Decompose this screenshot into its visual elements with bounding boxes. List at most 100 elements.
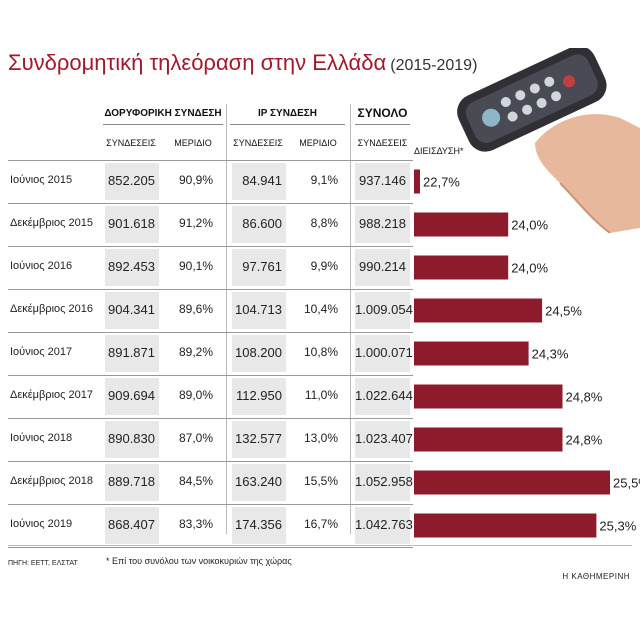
- cell-shade: [232, 206, 286, 243]
- row-date: Δεκέμβριος 2018: [10, 475, 93, 487]
- sat-share: 87,0%: [178, 431, 213, 445]
- cell-shade: [105, 163, 159, 200]
- cell-shade: [355, 249, 410, 286]
- cell-shade: [105, 421, 159, 458]
- ip-share: 13,0%: [303, 431, 338, 445]
- header-rule-satellite: [103, 124, 223, 125]
- row-divider: [8, 504, 413, 505]
- header-rule-ip: [230, 124, 345, 125]
- cell-shade: [105, 249, 159, 286]
- header-ip: IP ΣΥΝΔΕΣΗ: [257, 108, 318, 119]
- total-connections: 988.218: [359, 216, 406, 231]
- row-divider: [8, 547, 413, 548]
- total-connections: 1.000.071: [355, 345, 413, 360]
- penetration-bar: [414, 212, 509, 237]
- ip-share: 10,8%: [303, 345, 338, 359]
- penetration-bar: [414, 513, 597, 538]
- penetration-label: 24,8%: [566, 390, 603, 405]
- penetration-bar: [414, 169, 420, 194]
- cell-shade: [232, 292, 286, 329]
- penetration-label: 22,7%: [423, 175, 460, 190]
- ip-connections: 86.600: [242, 216, 282, 231]
- remote-control-illustration: [457, 48, 640, 234]
- row-divider: [8, 203, 413, 204]
- sat-connections: 904.341: [108, 302, 155, 317]
- cell-shade: [355, 163, 410, 200]
- ip-share: 9,9%: [310, 259, 338, 273]
- ip-share: 11,0%: [304, 388, 338, 402]
- ip-connections: 174.356: [235, 517, 282, 532]
- sat-share: 89,0%: [178, 388, 213, 402]
- cell-shade: [105, 378, 159, 415]
- header-total: ΣΥΝΟΛΟ: [357, 106, 408, 120]
- total-connections: 1.052.958: [355, 474, 413, 489]
- row-divider: [8, 289, 413, 290]
- cell-shade: [355, 378, 410, 415]
- cell-shade: [355, 292, 410, 329]
- penetration-bar: [414, 384, 563, 409]
- subheader-ip-share: ΜΕΡΙΔΙΟ: [299, 138, 337, 148]
- row-date: Ιούνιος 2018: [10, 432, 73, 444]
- row-divider: [8, 375, 413, 376]
- ip-connections: 104.713: [235, 302, 282, 317]
- penetration-label: 24,8%: [566, 433, 603, 448]
- cell-shade: [355, 206, 410, 243]
- cell-shade: [232, 507, 286, 544]
- cell-shade: [355, 507, 410, 544]
- cell-shade: [105, 464, 159, 501]
- separator-sat-ip: [226, 104, 227, 534]
- cell-shade: [232, 335, 286, 372]
- footer-brand: Η ΚΑΘΗΜΕΡΙΝΗ: [562, 572, 630, 581]
- sat-connections: 892.453: [108, 259, 155, 274]
- cell-shade: [105, 292, 159, 329]
- sat-connections: 868.407: [108, 517, 155, 532]
- cell-shade: [232, 421, 286, 458]
- sat-connections: 891.871: [108, 345, 155, 360]
- chart-title: Συνδρομητική τηλεόραση στην Ελλάδα (2015-…: [8, 50, 477, 76]
- sat-share: 89,6%: [178, 302, 213, 316]
- footer-note: * Επί του συνόλου των νοικοκυριών της χώ…: [106, 556, 292, 566]
- penetration-label: 25,3%: [599, 519, 636, 534]
- chart-title-main: Συνδρομητική τηλεόραση στην Ελλάδα: [8, 50, 387, 75]
- penetration-label: 24,0%: [511, 218, 548, 233]
- ip-connections: 132.577: [235, 431, 282, 446]
- sat-share: 89,2%: [178, 345, 213, 359]
- ip-connections: 97.761: [242, 259, 282, 274]
- ip-share: 10,4%: [303, 302, 338, 316]
- row-divider: [8, 332, 413, 333]
- ip-share: 8,8%: [310, 216, 338, 230]
- ip-connections: 112.950: [235, 388, 282, 403]
- row-date: Δεκέμβριος 2015: [10, 217, 93, 229]
- footer-source: ΠΗΓΗ: ΕΕΤΤ, ΕΛΣΤΑΤ: [8, 560, 78, 567]
- cell-shade: [355, 464, 410, 501]
- penetration-bar: [414, 255, 509, 280]
- subheader-ip-connections: ΣΥΝΔΕΣΕΙΣ: [233, 138, 283, 148]
- total-connections: 1.009.054: [355, 302, 413, 317]
- ip-share: 16,7%: [303, 517, 338, 531]
- cell-shade: [232, 378, 286, 415]
- cell-shade: [232, 249, 286, 286]
- penetration-bar: [414, 341, 529, 366]
- row-date: Ιούνιος 2015: [10, 174, 73, 186]
- penetration-bar: [414, 427, 563, 452]
- ip-connections: 84.941: [242, 173, 282, 188]
- penetration-bar: [414, 470, 610, 495]
- cell-shade: [105, 206, 159, 243]
- cell-shade: [355, 421, 410, 458]
- ip-share: 15,5%: [303, 474, 338, 488]
- hand-shape: [535, 114, 640, 233]
- footer-rule: [8, 545, 632, 546]
- penetration-label: 24,3%: [532, 347, 569, 362]
- cell-shade: [105, 507, 159, 544]
- sat-share: 90,1%: [178, 259, 213, 273]
- sat-share: 90,9%: [178, 173, 213, 187]
- sat-connections: 909.694: [108, 388, 155, 403]
- row-divider: [8, 246, 413, 247]
- sat-share: 84,5%: [178, 474, 213, 488]
- sat-share: 91,2%: [178, 216, 213, 230]
- row-divider: [8, 418, 413, 419]
- cell-shade: [232, 163, 286, 200]
- total-connections: 990.214: [359, 259, 406, 274]
- total-connections: 1.023.407: [355, 431, 413, 446]
- ip-connections: 108.200: [235, 345, 282, 360]
